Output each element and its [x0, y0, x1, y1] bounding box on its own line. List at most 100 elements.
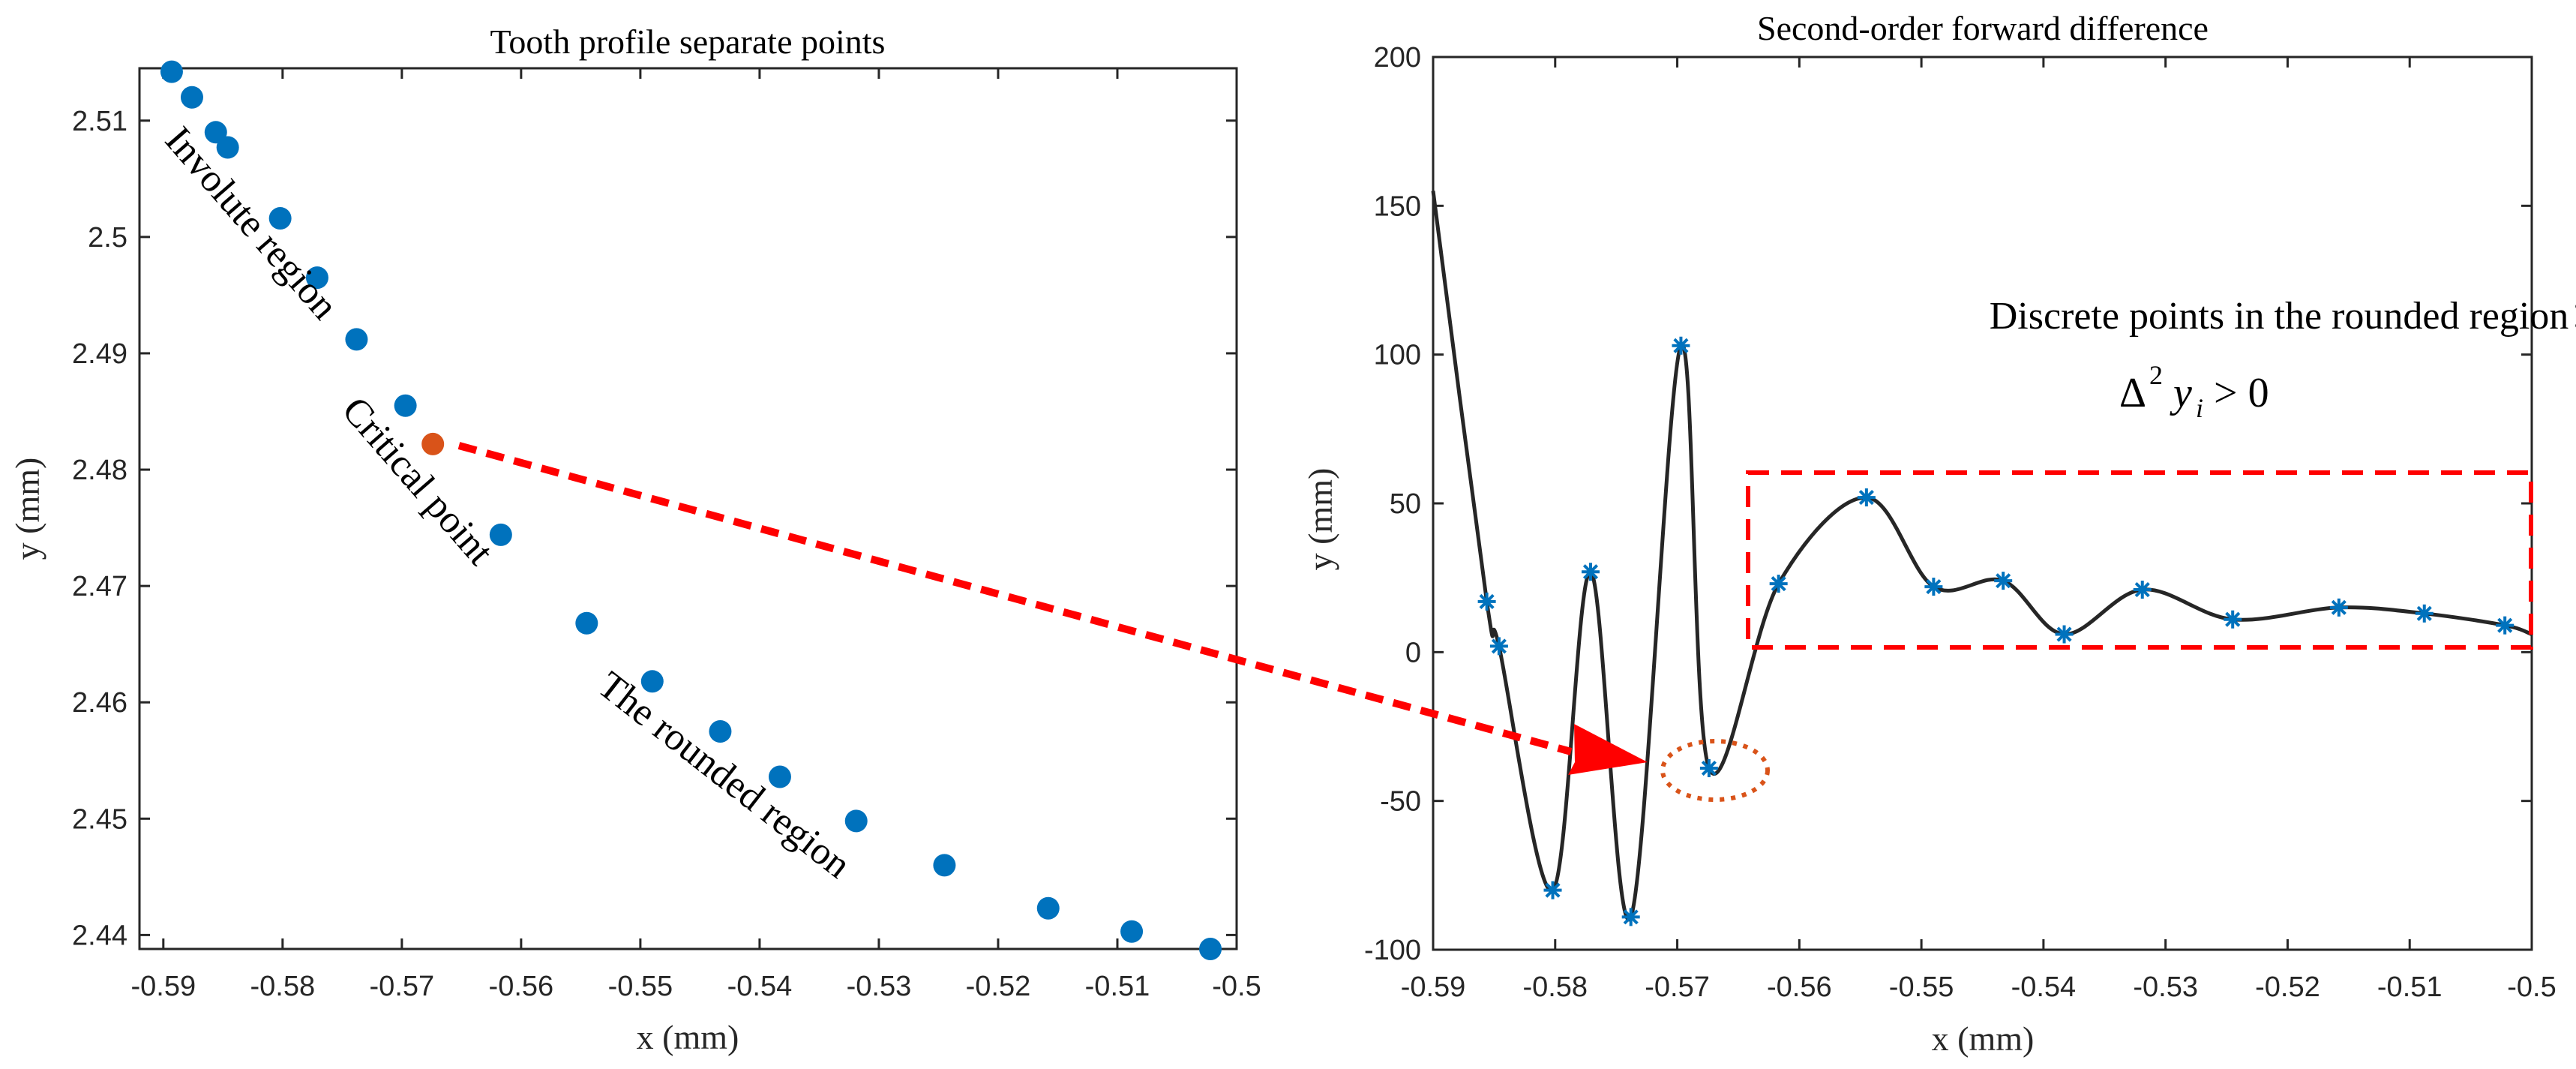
tooth-profile-point: [1120, 920, 1144, 943]
left-y-tick-label: 2.45: [72, 803, 127, 835]
tooth-profile-point: [268, 207, 292, 230]
right-x-tick-label: -0.57: [1645, 971, 1710, 1003]
second-difference-curve: [1431, 191, 2533, 922]
difference-point-marker: [2224, 610, 2242, 629]
difference-point-marker: [1857, 488, 1876, 507]
tooth-profile-point: [575, 611, 598, 635]
difference-point-marker: [1699, 759, 1718, 778]
rounded-region-box: [1746, 470, 2533, 650]
tooth-profile-point: [1199, 938, 1222, 960]
critical-point-label: Critical point: [334, 389, 502, 573]
left-x-tick-label: -0.57: [370, 971, 435, 1002]
tooth-profile-point: [216, 136, 239, 159]
left-y-tick-label: 2.49: [72, 338, 127, 370]
difference-point-marker: [1489, 637, 1508, 656]
delta-y-variable: y: [2170, 370, 2192, 416]
delta-superscript: 2: [2149, 360, 2163, 390]
left-y-tick-label: 2.46: [72, 687, 127, 719]
left-y-tick-label: 2.51: [72, 106, 127, 137]
arrow-head: [1568, 724, 1648, 775]
left-chart: Tooth profile separate points -0.59 -0.58…: [8, 23, 1261, 1056]
difference-point-marker: [2496, 616, 2515, 635]
tooth-profile-point: [640, 670, 664, 693]
tooth-profile-point: [489, 523, 512, 546]
critical-point-arrow: [457, 442, 1648, 775]
difference-point-marker: [2329, 598, 2348, 617]
right-markers: [1477, 336, 2515, 926]
left-y-tick-label: 2.44: [72, 920, 127, 951]
left-x-tick-label: -0.54: [727, 971, 793, 1002]
right-x-tick-label: -0.51: [2377, 971, 2443, 1003]
left-y-tick-label: 2.48: [72, 455, 127, 486]
involute-region-label: Involute region: [157, 119, 346, 327]
right-y-tick-label: 100: [1374, 340, 1421, 371]
right-y-tick-label: -100: [1364, 935, 1421, 966]
left-y-tick-label: 2.47: [72, 571, 127, 602]
tooth-profile-point: [709, 719, 732, 743]
right-x-tick-label: -0.56: [1767, 971, 1832, 1003]
tooth-profile-point: [1036, 896, 1060, 920]
critical-point-marker: [421, 432, 445, 455]
arrow-shaft: [457, 442, 1573, 755]
left-x-tick-label: -0.55: [608, 971, 673, 1002]
tooth-profile-point: [768, 765, 791, 788]
delta-subscript: i: [2196, 393, 2203, 423]
right-x-tick-label: -0.59: [1401, 971, 1466, 1003]
tooth-profile-point: [933, 854, 956, 877]
left-x-tick-label: -0.52: [966, 971, 1031, 1002]
right-x-tick-label: -0.5: [2507, 971, 2556, 1003]
left-x-tick-label: -0.51: [1085, 971, 1150, 1002]
left-x-tick-label: -0.56: [489, 971, 554, 1002]
left-x-axis-label: x (mm): [637, 1018, 739, 1056]
difference-point-marker: [2055, 625, 2074, 644]
right-plot-frame: [1432, 56, 2533, 951]
right-y-tick-label: 200: [1374, 42, 1421, 74]
tooth-profile-point: [394, 394, 417, 417]
left-x-tick-label: -0.59: [130, 971, 196, 1002]
tooth-profile-point: [305, 266, 328, 290]
difference-point-marker: [1477, 592, 1496, 611]
tooth-profile-point: [204, 121, 227, 144]
left-y-axis-label: y (mm): [8, 458, 46, 560]
right-y-tick-label: 0: [1405, 637, 1421, 668]
right-y-axis-label: y (mm): [1301, 468, 1339, 571]
left-y-tick-label: 2.5: [88, 222, 127, 254]
right-x-axis-label: x (mm): [1932, 1019, 2035, 1058]
tooth-profile-point: [345, 328, 368, 351]
difference-point-marker: [1581, 563, 1600, 581]
delta-condition-formula: Δ 2 y i > 0: [2119, 360, 2269, 423]
left-scatter-points: [160, 60, 1222, 960]
right-y-tick-label: -50: [1380, 786, 1421, 818]
left-chart-title: Tooth profile separate points: [490, 23, 886, 61]
right-x-tick-label: -0.54: [2011, 971, 2077, 1003]
right-x-tick-label: -0.52: [2255, 971, 2320, 1003]
right-x-tick-label: -0.53: [2133, 971, 2198, 1003]
difference-point-marker: [1924, 578, 1943, 596]
critical-point-ellipse: [1660, 739, 1770, 802]
left-x-tick-label: -0.53: [847, 971, 912, 1002]
difference-point-marker: [1769, 575, 1788, 593]
difference-point-marker: [1672, 336, 1690, 355]
right-chart-title: Second-order forward difference: [1757, 9, 2209, 47]
delta-symbol: Δ: [2119, 370, 2146, 416]
difference-point-marker: [1994, 572, 2013, 590]
right-x-tick-label: -0.58: [1522, 971, 1588, 1003]
left-plot-frame: [138, 67, 1238, 950]
difference-point-marker: [2133, 581, 2152, 599]
difference-point-marker: [1543, 881, 1562, 899]
delta-condition: > 0: [2214, 370, 2269, 416]
left-x-tick-label: -0.5: [1212, 971, 1261, 1002]
rounded-region-label: The rounded region: [590, 664, 859, 887]
left-x-tick-label: -0.58: [250, 971, 316, 1002]
right-y-tick-label: 150: [1374, 191, 1421, 222]
discrete-points-label: Discrete points in the rounded region：: [1990, 295, 2576, 338]
left-axes-ticks: -0.59 -0.58 -0.57 -0.56 -0.55 -0.54 -0.53 -0.52…: [72, 68, 1261, 1002]
tooth-profile-point: [844, 809, 868, 833]
tooth-profile-point: [180, 86, 203, 109]
difference-point-marker: [2415, 604, 2434, 623]
tooth-profile-point: [160, 60, 183, 83]
difference-point-marker: [1621, 908, 1640, 926]
right-axes-ticks: -0.59 -0.58 -0.57 -0.56 -0.55 -0.54 -0.53 -0.52…: [1364, 42, 2557, 1003]
right-x-tick-label: -0.55: [1889, 971, 1954, 1003]
